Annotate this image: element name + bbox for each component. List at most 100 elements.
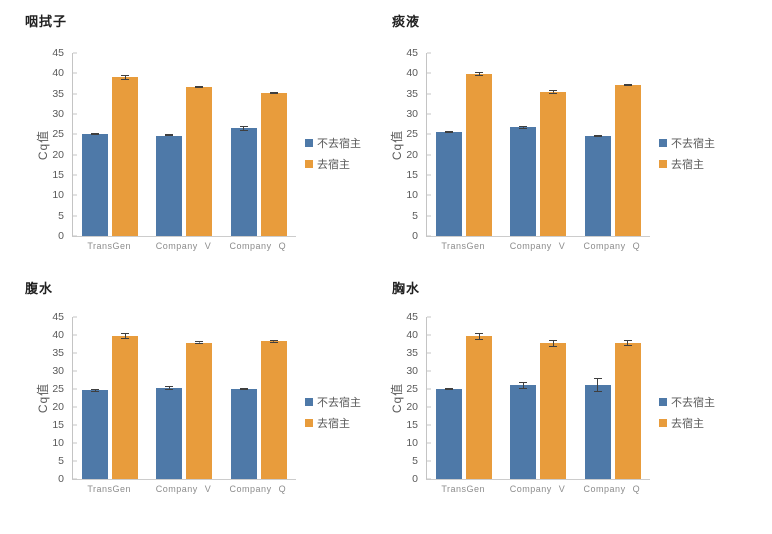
y-tick-label: 30 <box>52 365 64 377</box>
bar-slot <box>466 317 493 479</box>
bar <box>82 390 109 479</box>
error-bar <box>623 83 632 86</box>
y-tick-label: 15 <box>52 419 64 431</box>
y-tick-mark <box>73 93 77 95</box>
chart-title: 胸水 <box>392 281 421 296</box>
bar <box>614 343 641 479</box>
y-tick-mark <box>73 174 77 176</box>
y-tick-mark <box>427 52 431 54</box>
y-tick-label: 15 <box>406 419 418 431</box>
bar-slot <box>540 317 567 479</box>
legend-label: 去宿主 <box>671 159 704 171</box>
y-tick-label: 5 <box>58 455 64 468</box>
x-axis-label: TransGen <box>441 484 485 494</box>
y-tick-label: 10 <box>406 437 418 450</box>
error-bar <box>549 339 558 347</box>
y-tick-label: 30 <box>406 365 418 377</box>
y-tick-label: 35 <box>52 347 64 359</box>
legend-swatch-icon <box>305 398 313 406</box>
bar <box>186 342 213 479</box>
bar <box>156 135 183 236</box>
x-axis-label: Company Q <box>229 241 287 251</box>
bar-slot <box>260 53 287 236</box>
bar <box>584 136 611 236</box>
bar-slot <box>466 53 493 236</box>
bar-slot <box>510 317 537 479</box>
error-bar <box>195 85 204 88</box>
y-tick-label: 10 <box>52 437 64 450</box>
bar-slot <box>156 317 183 479</box>
y-tick-mark <box>427 478 431 480</box>
y-tick-mark <box>73 154 77 156</box>
y-tick-label: 20 <box>406 148 418 161</box>
legend-item: 不去宿主 <box>305 394 361 410</box>
bar-group <box>147 53 221 236</box>
error-bar <box>91 133 100 136</box>
y-axis-ticks: 45 40 35 30 25 20 15 10 5 0 <box>386 311 426 485</box>
x-axis-label: TransGen <box>87 484 131 494</box>
bar-group <box>501 317 575 479</box>
bar-group <box>576 53 650 236</box>
error-bar <box>91 388 100 393</box>
y-tick-mark <box>427 334 431 336</box>
y-tick-mark <box>73 72 77 74</box>
x-axis-labels: TransGen Company V Company Q <box>426 484 649 494</box>
error-bar <box>121 74 130 81</box>
chart-panel-pleural-fluid: 胸水 Cq值 45 40 35 30 25 20 15 10 5 0 TransGen Compan… <box>386 267 772 534</box>
error-bar <box>121 333 130 339</box>
bar <box>466 74 493 236</box>
y-tick-label: 40 <box>406 67 418 80</box>
y-tick-label: 20 <box>52 401 64 414</box>
y-tick-label: 30 <box>52 108 64 120</box>
y-tick-mark <box>73 370 77 372</box>
x-axis-labels: TransGen Company V Company Q <box>72 241 295 251</box>
y-tick-label: 25 <box>406 128 418 141</box>
bar <box>540 92 567 236</box>
y-tick-mark <box>73 215 77 217</box>
legend-swatch-icon <box>659 139 667 147</box>
legend-item: 去宿主 <box>659 415 715 431</box>
bar <box>82 134 109 236</box>
y-tick-label: 20 <box>52 148 64 161</box>
y-tick-label: 40 <box>406 329 418 342</box>
bar <box>436 131 463 236</box>
legend-label: 不去宿主 <box>317 138 361 150</box>
bar-slot <box>186 317 213 479</box>
x-axis-label: Company Q <box>583 484 641 494</box>
legend: 不去宿主 去宿主 <box>659 135 715 172</box>
y-tick-mark <box>427 352 431 354</box>
y-tick-mark <box>427 388 431 390</box>
error-bar <box>165 386 174 390</box>
x-axis-labels: TransGen Company V Company Q <box>426 241 649 251</box>
bar <box>260 92 287 236</box>
legend-swatch-icon <box>305 419 313 427</box>
chart-title: 腹水 <box>25 281 54 296</box>
y-tick-mark <box>427 370 431 372</box>
bar-slot <box>260 317 287 479</box>
chart-panel-ascites: 腹水 Cq值 45 40 35 30 25 20 15 10 5 0 TransGen Compan… <box>0 267 386 534</box>
bar <box>112 77 139 236</box>
y-tick-mark <box>427 154 431 156</box>
y-tick-mark <box>427 194 431 196</box>
x-axis-label: TransGen <box>87 241 131 251</box>
x-axis-label: TransGen <box>441 241 485 251</box>
bar-slot <box>230 317 257 479</box>
error-bar <box>269 91 278 95</box>
y-tick-label: 35 <box>406 87 418 100</box>
y-tick-label: 45 <box>52 47 64 59</box>
y-tick-label: 25 <box>52 128 64 141</box>
bar-group <box>147 317 221 479</box>
bar-group <box>427 53 501 236</box>
legend-item: 去宿主 <box>659 156 715 172</box>
plot-area <box>72 316 296 480</box>
y-tick-mark <box>427 442 431 444</box>
bar-slot <box>584 53 611 236</box>
y-tick-label: 35 <box>52 87 64 100</box>
y-tick-mark <box>73 460 77 462</box>
y-tick-label: 35 <box>406 347 418 359</box>
bar <box>540 343 567 479</box>
bar-slot <box>186 53 213 236</box>
bar-slot <box>112 317 139 479</box>
error-bar <box>239 387 248 391</box>
y-tick-label: 15 <box>52 169 64 181</box>
